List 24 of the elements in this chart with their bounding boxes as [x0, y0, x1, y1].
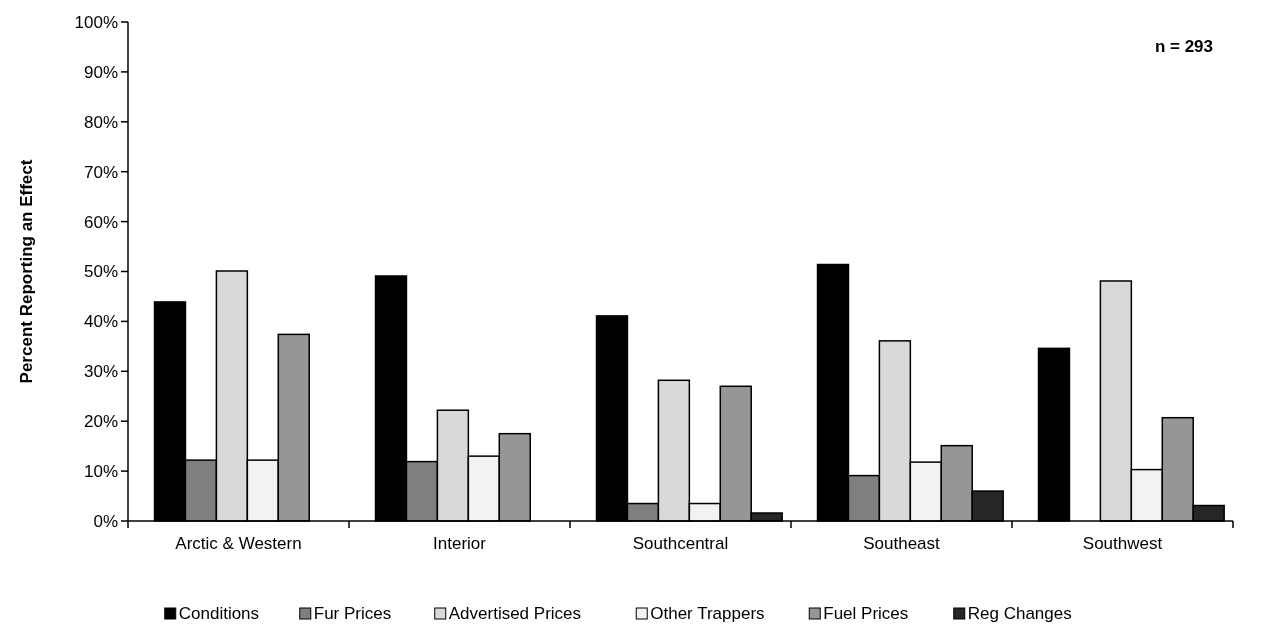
y-tick-label: 100% [74, 12, 118, 32]
y-tick-label: 90% [83, 62, 118, 82]
x-tick-label: Arctic & Western [175, 534, 302, 553]
y-tick-label: 30% [83, 362, 118, 382]
x-tick-label: Interior [433, 534, 487, 553]
legend-label: Fur Prices [313, 604, 392, 623]
legend-label: Advertised Prices [448, 604, 582, 623]
y-tick-label: 10% [83, 462, 118, 482]
y-tick-label: 70% [83, 162, 118, 182]
y-axis-title: Percent Reporting an Effect [17, 159, 36, 384]
legend-label: Reg Changes [967, 604, 1072, 623]
y-tick-label: 0% [93, 511, 118, 531]
annotation: n = 293 [1154, 37, 1213, 56]
y-tick-label: 50% [83, 262, 118, 282]
y-tick-label: 40% [83, 312, 118, 332]
x-tick-label: Southeast [863, 534, 941, 553]
x-tick-label: Southwest [1082, 534, 1163, 553]
y-tick-label: 80% [83, 112, 118, 132]
legend-label: Fuel Prices [823, 604, 909, 623]
legend-label: Conditions [178, 604, 260, 623]
y-tick-label: 60% [83, 212, 118, 232]
x-tick-label: Southcentral [632, 534, 729, 553]
legend-label: Other Trappers [650, 604, 765, 623]
y-tick-label: 20% [83, 412, 118, 432]
